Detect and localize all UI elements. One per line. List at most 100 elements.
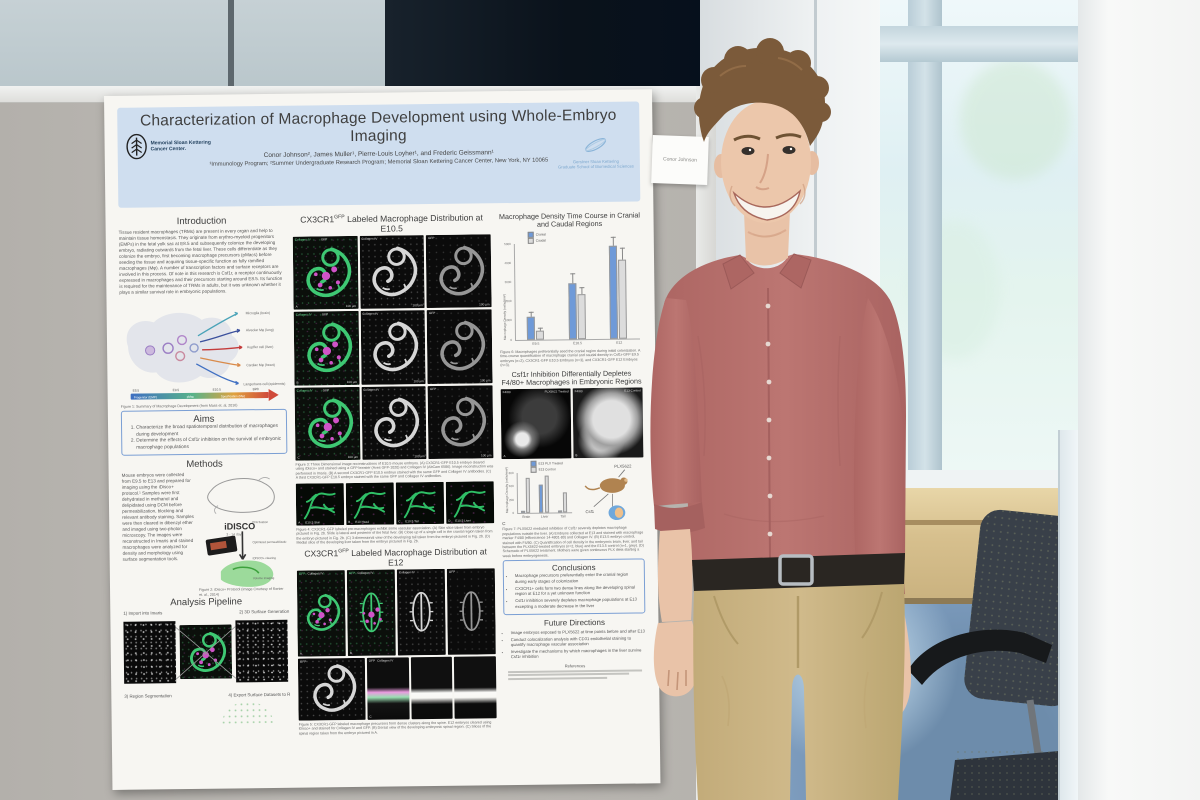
figure1-caption: Figure 1: Summary of Macrophage Developm… — [120, 403, 238, 409]
panel-label: E10.5 Tail — [405, 519, 419, 524]
chair-back — [964, 509, 1088, 707]
eye-right — [782, 146, 796, 154]
panel-label: Collagen IV — [363, 387, 380, 392]
shirt-fold — [697, 335, 706, 457]
panel-label: 100 μm — [413, 378, 424, 383]
pipeline-images — [123, 616, 290, 692]
embryo-panel: Collagen IV — [396, 568, 446, 656]
panel-label: Collagen IV — [294, 237, 311, 242]
tickX: E9.5 — [532, 341, 540, 346]
bar — [618, 259, 628, 339]
panel-label: Collagen IV — [398, 570, 415, 575]
poster-column-middle: CX3CR1GFP Labeled Macrophage Distributio… — [292, 210, 497, 768]
eye-left — [741, 147, 755, 155]
panel-label: GFP — [428, 311, 436, 316]
eyebrow-left — [733, 134, 761, 142]
chin-line — [752, 232, 782, 238]
svg-text:E10.5: E10.5 — [213, 388, 222, 392]
bullet-item: Conduct colocalization analysis with CD3… — [511, 635, 646, 648]
eyebrow-right — [775, 133, 802, 140]
panel-label: GFP — [448, 569, 456, 574]
panel-label: 100 μm — [346, 379, 358, 384]
e105-grid: Collagen IV GFP A 100 μm Collagen IV 100 μm GF… — [292, 234, 494, 461]
glass-wall-divider — [228, 0, 234, 92]
svg-text:Csf1: Csf1 — [585, 509, 594, 514]
panel-label: C — [398, 519, 401, 524]
ecap — [569, 273, 575, 275]
aims-list: Characterize the broad spatiotemporal di… — [126, 424, 282, 452]
msk-logo: Memorial Sloan Kettering Cancer Center. — [125, 133, 211, 160]
window-frame-edge — [814, 0, 817, 500]
poster-header: Memorial Sloan Kettering Cancer Center. … — [117, 101, 641, 208]
panel-label: E10.5 Liver — [455, 518, 471, 523]
poster-column-left: Introduction Tissue resident macrophages… — [118, 213, 292, 771]
figure7-caption: Figure 7: PLX5622 mediated inhibition of… — [502, 525, 644, 559]
svg-text:E8.5: E8.5 — [133, 389, 140, 393]
ecap — [578, 286, 584, 288]
e12-grid-row1: GFP Collagen IV A GFP Collagen IV B Collagen I… — [296, 568, 496, 657]
axis — [516, 473, 519, 514]
figure1-diagram: Microglia (brain) Alveolar Mφ (lung) Kupf… — [126, 311, 286, 402]
plx-treated-panel: F4/80 PLX5622 Treated A — [500, 388, 572, 460]
svg-text:Cardiac Mφ (heart): Cardiac Mφ (heart) — [246, 363, 275, 367]
radiator-groove — [877, 520, 1078, 525]
panel-label: D — [448, 518, 451, 523]
csf1r-heading: Csf1r Inhibition Differentially Depletes… — [501, 368, 642, 387]
belt — [692, 553, 905, 593]
bullet-item: Csf1r inhibition severely depletes macro… — [515, 597, 640, 609]
bullet-item: CX3CR1+ cells form two dense lines along… — [515, 584, 640, 596]
embryo-panel: Collagen IV 100 μm — [361, 385, 427, 460]
bar — [526, 316, 535, 340]
svg-text:Langerhans cell (epidermis): Langerhans cell (epidermis) — [244, 382, 286, 387]
methods-body: Mouse embryos were collected from E9.5 t… — [121, 472, 194, 563]
axis — [513, 243, 517, 340]
pipeline-heading: Analysis Pipeline — [170, 596, 243, 609]
tickX: Liver — [540, 514, 549, 519]
ebar — [612, 236, 615, 247]
references-lines — [504, 668, 646, 682]
svg-text:Volume imaging: Volume imaging — [253, 576, 275, 580]
fig1-cells — [145, 334, 199, 362]
shirt-torso — [664, 254, 906, 566]
conclusions-list: Macrophage precursors preferentially ent… — [508, 572, 640, 609]
figure5-caption: Figure 5: CX3CR1-GFP labeled macrophage … — [298, 720, 492, 736]
tickY: 3000 — [504, 279, 512, 285]
bullet-item: Investigate the mechanisms by which macr… — [511, 647, 646, 660]
ylab: Macrophage Density (cells/mm³) — [502, 293, 508, 340]
collar-right — [779, 253, 812, 289]
gerstner-logo: Gerstner Sloan Kettering Graduate School… — [558, 136, 634, 170]
button-placket — [767, 287, 771, 559]
panel-label: 100 μm — [412, 303, 423, 308]
panel-label: GFP — [320, 237, 328, 242]
bar — [609, 246, 619, 339]
svg-text:3 - 14 days: 3 - 14 days — [226, 533, 243, 537]
plx-chart-wrap: 0 200 400 600 Macrophage Density (cells/mm³)… — [501, 460, 574, 526]
density-heading: Macrophage Density Time Course in Crania… — [498, 210, 641, 230]
bar — [562, 492, 568, 513]
embryo-panel: GFP Collagen IV A — [296, 569, 346, 657]
svg-text:Microglia (brain): Microglia (brain) — [246, 311, 270, 315]
svg-text:E9.5: E9.5 — [173, 388, 180, 392]
ylab: Macrophage Density (cells/mm³) — [504, 467, 510, 514]
pipeline-step2: 2) 3D Surface Generation — [239, 609, 290, 615]
left-cuff-roll — [654, 502, 705, 534]
dark-doorway — [385, 0, 715, 92]
panel-label: Collagen IV — [361, 236, 378, 241]
embryo-panel: GFP — [446, 568, 496, 655]
embryo-panel: GFP 100 μm — [426, 234, 492, 309]
embryo-panel: GFP — [297, 657, 366, 721]
embryo-panel: GFP 100 μm — [426, 309, 493, 384]
bar — [544, 475, 549, 513]
ebar — [571, 273, 573, 284]
fig1-organ-labels: Microglia (brain) Alveolar Mφ (lung) Kupf… — [244, 311, 286, 387]
panel-label: C — [369, 714, 372, 719]
panel-label: Collagen IV — [362, 311, 379, 317]
bar — [576, 294, 586, 339]
embryo-panel: GFP Collagen IV B — [346, 569, 396, 656]
shirt-fold — [837, 335, 841, 467]
legend: E13 PLX Treated E13 Control — [530, 460, 563, 473]
panel-label: Collagen IV — [295, 312, 312, 318]
panel-label: GFP — [368, 658, 376, 663]
svg-text:pMac: pMac — [187, 395, 195, 399]
fig1-arrows — [195, 311, 243, 386]
